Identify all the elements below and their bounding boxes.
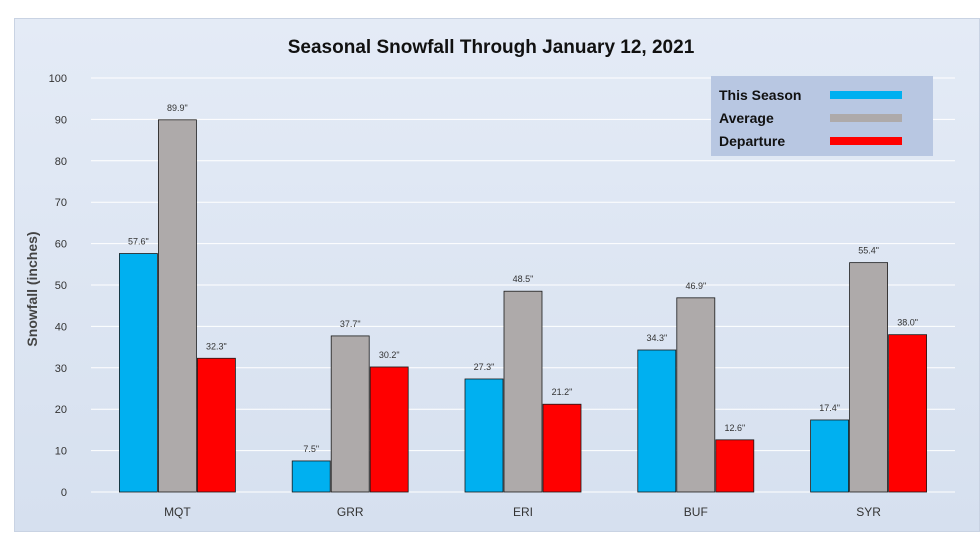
bar-average xyxy=(849,262,888,493)
legend-swatch xyxy=(830,114,902,122)
bar-this-season xyxy=(291,460,331,493)
data-label: 27.3" xyxy=(474,362,495,372)
y-tick-label: 20 xyxy=(55,404,67,416)
data-label: 38.0" xyxy=(897,318,918,328)
y-tick-label: 50 xyxy=(55,280,67,292)
y-axis-ticks: 0 10 20 30 40 50 60 70 80 90 100 xyxy=(49,73,67,499)
data-label: 46.9" xyxy=(685,281,706,291)
bar-this-season xyxy=(637,349,677,493)
x-category-label: ERI xyxy=(513,505,533,519)
legend-label: Departure xyxy=(719,133,785,149)
x-category-label: SYR xyxy=(856,505,881,519)
bar-departure xyxy=(542,403,582,493)
data-label: 30.2" xyxy=(379,350,400,360)
y-tick-label: 10 xyxy=(55,446,67,458)
x-category-label: GRR xyxy=(337,505,364,519)
bar-average xyxy=(676,297,716,493)
snowfall-bar-chart: Seasonal Snowfall Through January 12, 20… xyxy=(24,37,955,519)
bar-departure xyxy=(715,439,755,493)
legend: This Season Average Departure xyxy=(711,76,933,156)
data-labels: 57.6" 89.9" 32.3" 7.5" 37.7" 30.2" 27.3" 48.5" 2… xyxy=(128,103,918,454)
data-label: 37.7" xyxy=(340,319,361,329)
x-axis-categories: MQT GRR ERI BUF SYR xyxy=(164,505,881,519)
bar-departure xyxy=(888,334,927,493)
y-tick-label: 100 xyxy=(49,73,67,85)
bar-average xyxy=(330,335,370,493)
chart-frame: Seasonal Snowfall Through January 12, 20… xyxy=(14,18,980,532)
x-category-label: MQT xyxy=(164,505,191,519)
legend-swatch xyxy=(830,137,902,145)
data-label: 57.6" xyxy=(128,237,149,247)
bar-this-season xyxy=(464,378,504,493)
x-category-label: BUF xyxy=(684,505,708,519)
legend-label: Average xyxy=(719,110,774,126)
data-label: 7.5" xyxy=(303,444,319,454)
y-tick-label: 80 xyxy=(55,156,67,168)
legend-swatch xyxy=(830,91,902,99)
y-tick-label: 60 xyxy=(55,239,67,251)
bar-average xyxy=(157,119,197,493)
y-tick-label: 30 xyxy=(55,363,67,375)
y-tick-label: 40 xyxy=(55,321,67,333)
bar-departure xyxy=(369,366,409,493)
data-label: 55.4" xyxy=(858,246,879,256)
legend-label: This Season xyxy=(719,87,801,103)
y-tick-label: 0 xyxy=(61,487,67,499)
data-label: 32.3" xyxy=(206,341,227,351)
chart-title: Seasonal Snowfall Through January 12, 20… xyxy=(288,37,695,58)
y-axis-label: Snowfall (inches) xyxy=(24,231,40,346)
bar-departure xyxy=(196,357,236,493)
data-label: 34.3" xyxy=(646,333,667,343)
data-label: 12.6" xyxy=(724,423,745,433)
data-label: 48.5" xyxy=(513,274,534,284)
bar-average xyxy=(503,290,543,493)
y-tick-label: 90 xyxy=(55,114,67,126)
data-label: 17.4" xyxy=(819,403,840,413)
bar-this-season xyxy=(810,419,849,493)
bar-this-season xyxy=(119,253,158,493)
data-label: 21.2" xyxy=(552,387,573,397)
y-tick-label: 70 xyxy=(55,197,67,209)
data-label: 89.9" xyxy=(167,103,188,113)
bars xyxy=(119,119,927,493)
